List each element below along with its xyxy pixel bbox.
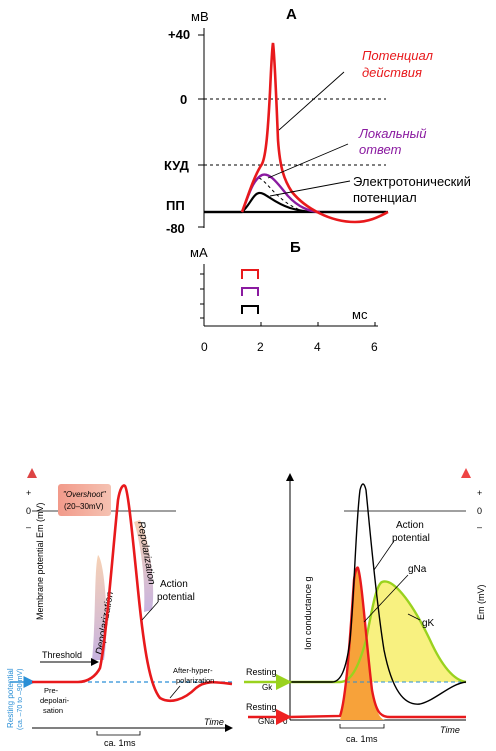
time-label: Time bbox=[440, 725, 460, 735]
leader-action bbox=[141, 601, 159, 621]
right-zero: 0 bbox=[477, 506, 482, 516]
action-label-2: potential bbox=[392, 533, 430, 544]
unit-ma: мА bbox=[190, 245, 208, 260]
leader-action bbox=[278, 71, 345, 131]
gk-label: gK bbox=[422, 618, 435, 629]
pre-label-3: sation bbox=[43, 706, 63, 715]
label-local-1: Локальный bbox=[358, 126, 426, 141]
left-minus: – bbox=[26, 522, 31, 532]
threshold-label: Threshold bbox=[42, 650, 82, 660]
scale-label: ca. 1ms bbox=[346, 734, 378, 744]
membrane-axis-label: Membrane potential Em (mV) bbox=[35, 502, 45, 620]
resting-label-1: Resting bbox=[246, 667, 277, 677]
leader-after bbox=[169, 685, 181, 699]
decay-dashed-curve bbox=[258, 177, 301, 211]
tick-kud: КУД bbox=[164, 158, 190, 173]
tick-plus40: +40 bbox=[168, 27, 190, 42]
stim-pulse-black bbox=[241, 305, 259, 314]
overshoot-box bbox=[58, 484, 111, 516]
right-plus: + bbox=[477, 488, 482, 498]
scale-label: ca. 1ms bbox=[104, 738, 136, 748]
x-tick-6: 6 bbox=[371, 340, 378, 354]
gna-curve bbox=[248, 566, 466, 719]
action-label-1: Action bbox=[160, 579, 188, 590]
gna-small-label: GNa bbox=[258, 717, 275, 726]
stim-pulse-red bbox=[241, 269, 259, 279]
label-electro-2: потенциал bbox=[353, 190, 417, 205]
electrotonic-curve bbox=[204, 191, 388, 214]
gk-area bbox=[290, 581, 466, 682]
depolarization-band bbox=[92, 555, 107, 660]
gna-label: gNa bbox=[408, 564, 427, 575]
panel-ion-conductance: + 0 – Ion conductance g Em (mV) Action p… bbox=[244, 468, 486, 746]
label-action-2: действия bbox=[362, 65, 422, 80]
resting-axis-label-1: Resting potential bbox=[6, 668, 15, 728]
x-tick-4: 4 bbox=[314, 340, 321, 354]
repolarization-band bbox=[134, 520, 154, 612]
leader-local bbox=[267, 143, 349, 179]
tick-0: 0 bbox=[180, 92, 187, 107]
right-minus: – bbox=[477, 522, 482, 532]
panel-b: Б мА мс 0 2 4 6 bbox=[190, 239, 378, 354]
action-label-2: potential bbox=[157, 592, 195, 603]
panel-membrane-potential: + 0 – Membrane potential Em (mV) Resting… bbox=[6, 468, 233, 748]
x-tick-2: 2 bbox=[257, 340, 264, 354]
axis-arrow-icon bbox=[461, 468, 471, 478]
leader-electro bbox=[269, 180, 351, 197]
panel-a: А мВ +40 0 КУД ПП -80 Потенциал действия… bbox=[164, 6, 471, 236]
resting-axis-label-2: (ca. –70 to –90 mV) bbox=[17, 669, 24, 730]
unit-ms: мс bbox=[352, 307, 368, 322]
leader-gna bbox=[363, 574, 409, 623]
scale-bracket bbox=[339, 724, 385, 729]
action-potential-curve bbox=[32, 484, 233, 702]
gk-curve bbox=[244, 580, 467, 684]
leader-gk bbox=[407, 613, 421, 621]
panel-b-title: Б bbox=[290, 239, 301, 256]
after-label-2: polarization bbox=[176, 676, 214, 685]
tick-pp: ПП bbox=[166, 198, 185, 213]
stim-pulse-purple bbox=[241, 287, 259, 296]
overshoot-label-1: "Overshoot" bbox=[63, 490, 107, 499]
leader-action bbox=[373, 540, 395, 571]
repolarization-label: Repolarization bbox=[135, 521, 157, 586]
scale-bracket bbox=[96, 731, 141, 736]
action-potential-curve bbox=[290, 483, 467, 705]
label-local-2: ответ bbox=[359, 142, 402, 157]
left-plus: + bbox=[26, 488, 31, 498]
overshoot-label-2: (20–30mV) bbox=[64, 502, 104, 511]
pre-label-1: Pre- bbox=[44, 686, 59, 695]
conductance-axis-label: Ion conductance g bbox=[303, 576, 313, 650]
label-action-1: Потенциал bbox=[362, 48, 434, 63]
zero-small-label: 0 bbox=[283, 717, 288, 726]
unit-mv: мВ bbox=[191, 9, 209, 24]
action-potential-curve bbox=[240, 42, 389, 224]
gk-small-label: Gk bbox=[262, 683, 273, 692]
time-label: Time bbox=[204, 717, 224, 727]
x-tick-0: 0 bbox=[201, 340, 208, 354]
label-electro-1: Электротонический bbox=[353, 174, 471, 189]
gna-area bbox=[340, 567, 386, 720]
pre-label-2: depolari- bbox=[40, 696, 70, 705]
action-label-1: Action bbox=[396, 520, 424, 531]
resting-label-2: Resting bbox=[246, 702, 277, 712]
left-zero: 0 bbox=[26, 506, 31, 516]
tick-minus80: -80 bbox=[166, 221, 185, 236]
after-label-1: After-hyper- bbox=[173, 666, 213, 675]
panel-a-title: А bbox=[286, 6, 297, 23]
em-axis-label: Em (mV) bbox=[476, 585, 486, 621]
axis-arrow-icon bbox=[27, 468, 37, 478]
